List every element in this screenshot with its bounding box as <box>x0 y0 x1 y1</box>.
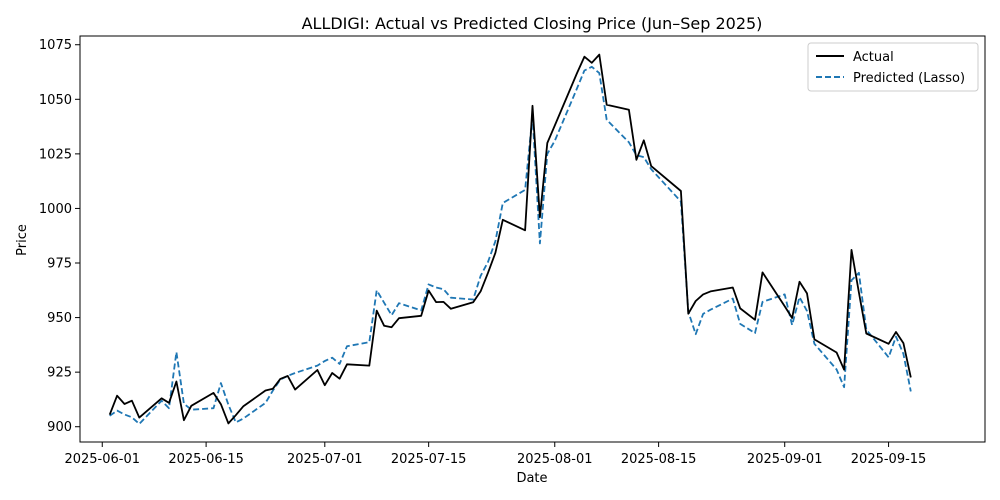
chart-title: ALLDIGI: Actual vs Predicted Closing Pri… <box>302 14 763 33</box>
y-axis-label: Price <box>15 224 30 256</box>
x-tick-label: 2025-09-01 <box>747 452 823 467</box>
x-tick-label: 2025-07-01 <box>287 452 363 467</box>
x-tick-label: 2025-08-01 <box>517 452 593 467</box>
x-axis: 2025-06-01 2025-06-15 2025-07-01 2025-07-15… <box>64 442 926 467</box>
x-tick-label: 2025-08-15 <box>621 452 697 467</box>
y-tick-label: 975 <box>47 257 72 272</box>
actual-series-line <box>108 53 912 425</box>
y-axis: 900 925 950 975 1000 1025 1050 1075 <box>39 38 80 435</box>
y-tick-label: 1025 <box>39 147 72 162</box>
y-tick-label: 900 <box>47 420 72 435</box>
predicted-series-line <box>109 65 912 425</box>
y-tick-label: 1075 <box>39 38 72 53</box>
legend-frame <box>807 42 979 92</box>
x-tick-label: 2025-06-01 <box>64 452 140 467</box>
legend-predicted-label: Predicted (Lasso) <box>853 71 965 86</box>
y-tick-label: 925 <box>47 366 72 381</box>
plot-frame <box>79 35 986 443</box>
legend: Actual Predicted (Lasso) <box>807 42 979 92</box>
legend-actual-label: Actual <box>853 50 894 65</box>
y-tick-label: 950 <box>47 311 72 326</box>
x-tick-label: 2025-06-15 <box>168 452 244 467</box>
x-tick-label: 2025-09-15 <box>851 452 927 467</box>
x-tick-label: 2025-07-15 <box>391 452 467 467</box>
y-tick-label: 1050 <box>39 93 72 108</box>
y-tick-label: 1000 <box>39 202 72 217</box>
x-axis-label: Date <box>516 471 547 486</box>
series-lines <box>108 53 912 425</box>
